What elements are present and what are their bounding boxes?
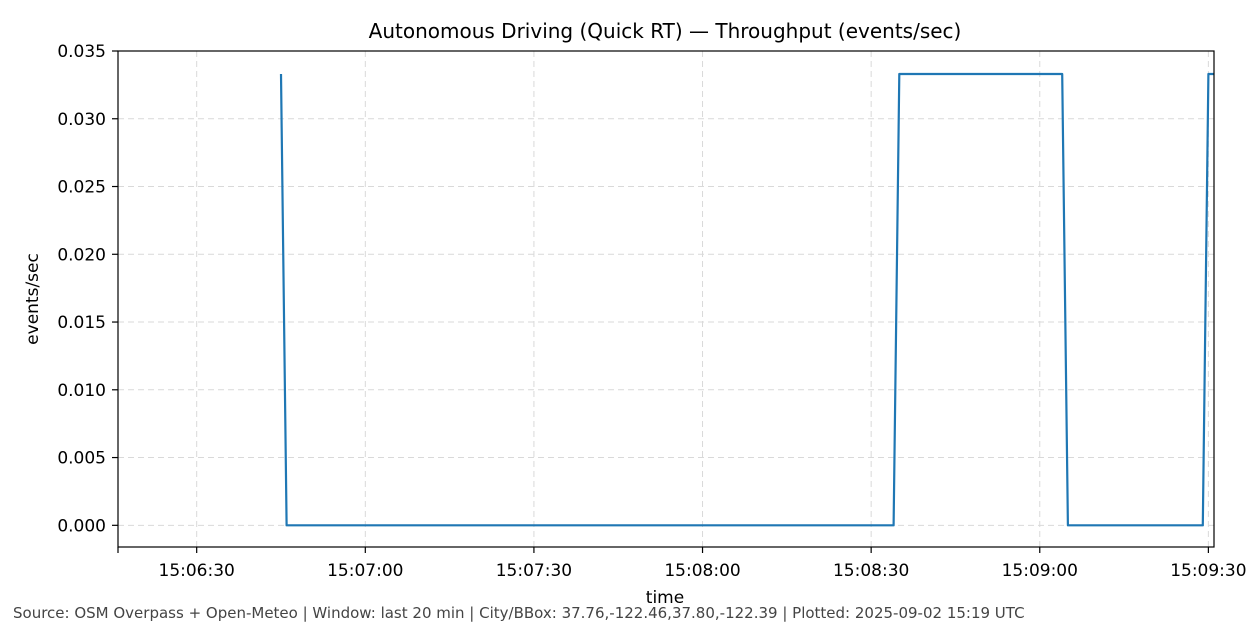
x-tick-label: 15:08:30 [833, 561, 909, 581]
x-axis-label: time [646, 588, 684, 608]
y-tick-label: 0.035 [57, 42, 106, 62]
y-tick-label: 0.030 [57, 110, 106, 130]
y-tick-label: 0.000 [57, 516, 106, 536]
source-footnote: Source: OSM Overpass + Open-Meteo | Wind… [13, 604, 1025, 622]
y-tick-label: 0.010 [57, 381, 106, 401]
throughput-series-line [279, 72, 1214, 527]
plot-frame [117, 50, 1215, 548]
y-tick-label: 0.015 [57, 313, 106, 333]
x-tick-label: 15:08:00 [664, 561, 740, 581]
x-tick-label: 15:09:30 [1170, 561, 1246, 581]
chart-title: Autonomous Driving (Quick RT) — Throughp… [369, 19, 962, 43]
x-tick-label: 15:07:00 [327, 561, 403, 581]
x-tick-label: 15:07:30 [496, 561, 572, 581]
x-axis: 15:06:30 15:07:00 15:07:30 15:08:00 15:08:30… [117, 547, 1247, 581]
y-tick-label: 0.005 [57, 449, 106, 469]
y-tick-label: 0.020 [57, 245, 106, 265]
series-layer [279, 72, 1214, 527]
x-tick-label: 15:09:00 [1002, 561, 1078, 581]
x-tick-label: 15:06:30 [159, 561, 235, 581]
y-tick-label: 0.025 [57, 178, 106, 198]
y-axis: 0.000 0.005 0.010 0.015 0.020 0.025 0.030 0.035 [57, 42, 118, 536]
y-axis-label: events/sec [23, 253, 43, 345]
